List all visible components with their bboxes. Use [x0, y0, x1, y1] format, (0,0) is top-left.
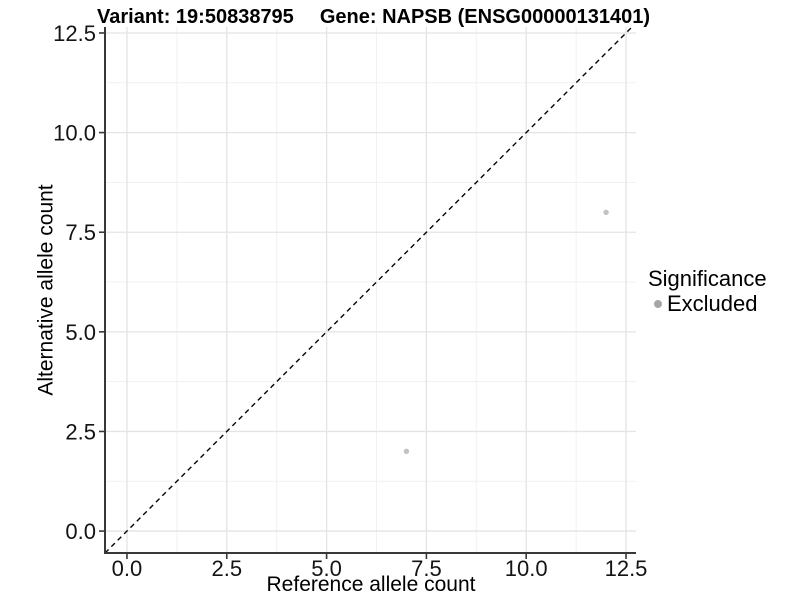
- x-tick-label: 7.5: [411, 556, 442, 581]
- plot-title-variant: Variant: 19:50838795: [97, 6, 294, 28]
- x-tick-label: 12.5: [605, 556, 648, 581]
- legend-title: Significance: [648, 266, 767, 291]
- y-tick-label: 0.0: [65, 519, 96, 544]
- legend: Significance Excluded: [646, 266, 767, 316]
- y-tick-label: 2.5: [65, 419, 96, 444]
- legend-item-label: Excluded: [667, 291, 758, 316]
- legend-item-excluded: Excluded: [646, 292, 767, 316]
- x-axis-title: Reference allele count: [266, 573, 476, 596]
- plot-title-gene: Gene: NAPSB (ENSG00000131401): [319, 6, 650, 28]
- x-tick-label: 2.5: [211, 556, 242, 581]
- data-point: [403, 448, 410, 455]
- y-tick-label: 5.0: [65, 320, 96, 345]
- x-tick-label: 0.0: [112, 556, 143, 581]
- data-point: [603, 209, 609, 215]
- y-tick-label: 7.5: [65, 220, 96, 245]
- y-tick-label: 10.0: [53, 121, 96, 146]
- x-tick-label: 5.0: [311, 556, 342, 581]
- identity-dashed-line: [104, 26, 633, 554]
- y-tick-label: 12.5: [53, 21, 96, 46]
- x-tick-label: 10.0: [505, 556, 548, 581]
- legend-point-icon: [654, 300, 662, 308]
